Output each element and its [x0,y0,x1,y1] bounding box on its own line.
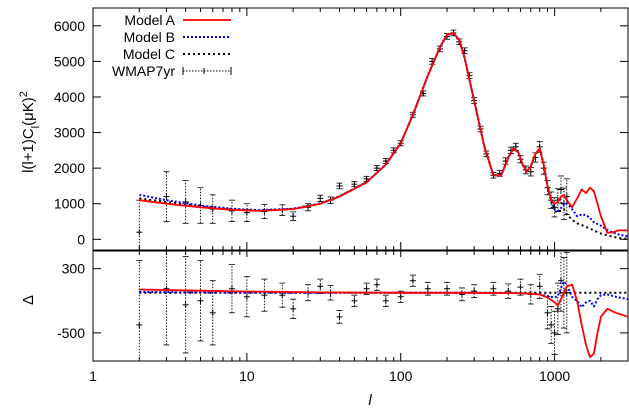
x-tick-label: 1 [89,368,97,384]
legend-label: Model A [124,12,175,28]
top-plot-area [92,7,629,251]
x-tick-label: 1000 [539,368,570,384]
top-panel-series [136,29,628,250]
y-tick-label-top: 1000 [54,196,85,212]
bottom-panel-frame [92,250,629,362]
y-axis-title-bottom: Δ [20,295,37,305]
x-tick-label: 10 [239,368,255,384]
bot-series-model-a [139,283,628,358]
bot-clipped [136,251,628,361]
y-tick-label-top: 0 [77,231,85,247]
top-panel-frame [92,7,629,251]
x-axis-title: l [368,392,372,409]
y-tick-label-bottom: 300 [62,261,86,277]
bottom-plot-area [92,250,629,362]
top-clipped [136,29,628,250]
x-tick-label: 100 [389,368,413,384]
y-tick-label-bottom: -500 [57,325,85,341]
y-axis-title-top: l(l+1)Cl(μK)2 [18,91,42,173]
y-tick-label-top: 4000 [54,89,85,105]
axis-ticks: 1 10 100 1000 0 1000 2000 3000 4000 5000 6000 300 -5… [54,8,629,384]
y-tick-label-top: 2000 [54,160,85,176]
legend-label: WMAP7yr [112,63,175,79]
legend-label: Model B [124,29,175,45]
y-tick-label-top: 6000 [54,18,85,34]
top-series-model-a [139,32,628,234]
bottom-panel-series [136,251,628,361]
y-tick-label-top: 3000 [54,125,85,141]
legend-label: Model C [123,46,175,62]
y-tick-label-top: 5000 [54,53,85,69]
